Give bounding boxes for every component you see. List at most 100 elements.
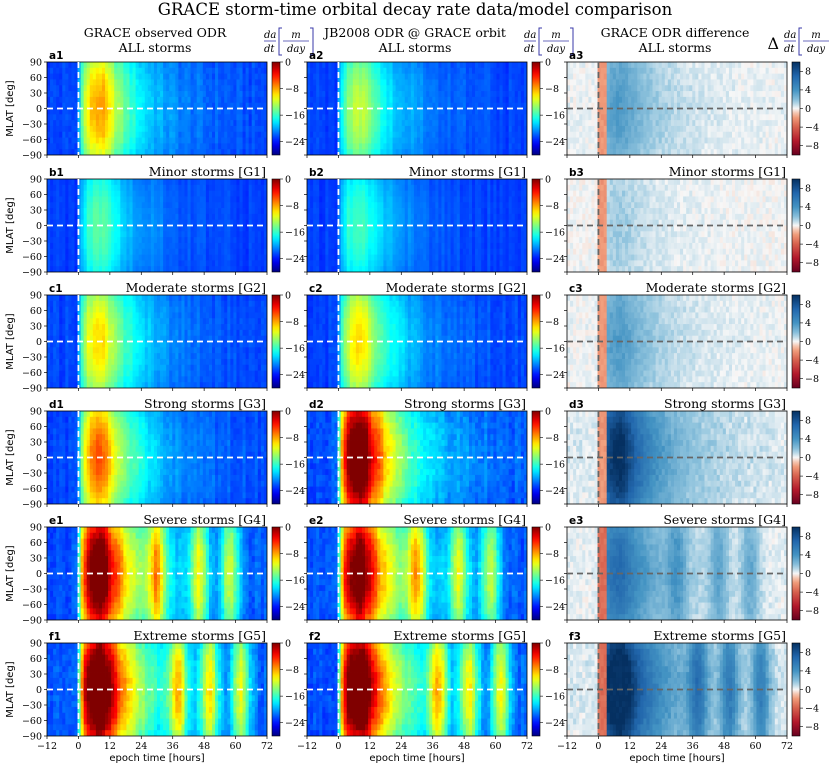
heatmap-cell xyxy=(175,96,179,104)
heatmap-cell xyxy=(352,85,357,92)
heatmap-cell xyxy=(579,149,583,155)
heatmap-cell xyxy=(456,102,461,109)
heatmap-cell xyxy=(340,85,345,92)
heatmap-cell xyxy=(68,143,72,150)
heatmap-cell xyxy=(257,114,262,121)
heatmap-cell xyxy=(692,114,696,121)
heatmap-cell xyxy=(783,114,787,121)
heatmap-cell xyxy=(655,131,660,138)
heatmap-cell xyxy=(340,254,345,261)
heatmap-cell xyxy=(144,231,149,238)
heatmap-cell xyxy=(395,85,400,92)
heatmap-cell xyxy=(135,67,140,75)
heatmap-cell xyxy=(759,73,763,80)
heatmap-cell xyxy=(661,137,666,144)
heatmap-cell xyxy=(334,219,338,226)
heatmap-cell xyxy=(450,143,455,150)
heatmap-cell xyxy=(429,73,433,80)
heatmap-cell xyxy=(410,143,415,150)
heatmap-cell xyxy=(248,108,253,115)
heatmap-cell xyxy=(59,260,63,267)
heatmap-cell xyxy=(193,237,198,244)
heatmap-cell xyxy=(144,137,149,144)
heatmap-cell xyxy=(263,248,267,255)
heatmap-cell xyxy=(606,149,611,155)
heatmap-cell xyxy=(410,73,415,80)
heatmap-cell xyxy=(218,225,222,232)
heatmap-cell xyxy=(374,73,378,80)
heatmap-cell xyxy=(780,120,785,127)
heatmap-cell xyxy=(98,179,103,186)
heatmap-cell xyxy=(325,254,329,261)
heatmap-cell xyxy=(138,143,143,150)
heatmap-cell xyxy=(95,225,100,232)
heatmap-cell xyxy=(358,96,363,104)
heatmap-cell xyxy=(123,231,127,238)
heatmap-cell xyxy=(105,96,109,104)
heatmap-cell xyxy=(196,179,201,186)
heatmap-cell xyxy=(160,114,164,121)
heatmap-cell xyxy=(108,120,112,127)
heatmap-cell xyxy=(652,131,657,138)
heatmap-cell xyxy=(389,91,393,98)
heatmap-cell xyxy=(664,125,669,133)
heatmap-cell xyxy=(111,120,115,127)
heatmap-cell xyxy=(701,137,705,144)
heatmap-cell xyxy=(765,67,770,75)
heatmap-cell xyxy=(625,108,629,115)
heatmap-cell xyxy=(86,219,91,226)
heatmap-cell xyxy=(236,143,240,150)
heatmap-cell xyxy=(643,67,647,75)
heatmap-cell xyxy=(719,91,724,98)
heatmap-cell xyxy=(147,213,152,221)
heatmap-cell xyxy=(771,67,776,75)
heatmap-cell xyxy=(444,67,448,75)
heatmap-cell xyxy=(141,91,146,98)
heatmap-cell xyxy=(472,143,476,150)
heatmap-cell xyxy=(352,62,357,69)
heatmap-cell xyxy=(386,137,390,144)
heatmap-cell xyxy=(86,108,91,115)
heatmap-cell xyxy=(89,266,94,272)
heatmap-cell xyxy=(496,62,500,69)
heatmap-cell xyxy=(588,67,592,75)
heatmap-cell xyxy=(68,120,72,127)
heatmap-cell xyxy=(365,96,369,104)
heatmap-cell xyxy=(765,108,770,115)
heatmap-cell xyxy=(505,62,510,69)
heatmap-cell xyxy=(686,120,690,127)
heatmap-cell xyxy=(762,137,767,144)
heatmap-cell xyxy=(689,79,693,86)
heatmap-cell xyxy=(117,213,121,221)
unit-numerator-symbol: da xyxy=(264,30,276,41)
heatmap-cell xyxy=(257,179,262,186)
heatmap-cell xyxy=(349,143,354,150)
heatmap-cell xyxy=(248,73,253,80)
heatmap-cell xyxy=(62,108,66,115)
heatmap-cell xyxy=(77,242,82,250)
heatmap-cell xyxy=(398,67,403,75)
heatmap-cell xyxy=(453,79,458,86)
heatmap-cell xyxy=(331,179,335,186)
heatmap-cell xyxy=(423,73,427,80)
heatmap-cell xyxy=(362,143,366,150)
heatmap-cell xyxy=(56,102,60,109)
heatmap-cell xyxy=(68,67,72,75)
heatmap-cell xyxy=(108,237,112,244)
heatmap-cell xyxy=(481,120,485,127)
heatmap-cell xyxy=(80,254,85,261)
heatmap-cell xyxy=(74,231,78,238)
heatmap-cell xyxy=(53,120,57,127)
heatmap-cell xyxy=(698,96,702,104)
heatmap-cell xyxy=(263,79,267,86)
heatmap-cell xyxy=(511,67,516,75)
heatmap-cell xyxy=(92,85,97,92)
heatmap-cell xyxy=(202,96,207,104)
heatmap-cell xyxy=(181,260,185,267)
heatmap-cell xyxy=(389,120,393,127)
heatmap-cell xyxy=(637,67,641,75)
heatmap-cell xyxy=(260,149,265,155)
heatmap-cell xyxy=(371,62,375,69)
heatmap-cell xyxy=(701,114,705,121)
heatmap-cell xyxy=(260,248,265,255)
